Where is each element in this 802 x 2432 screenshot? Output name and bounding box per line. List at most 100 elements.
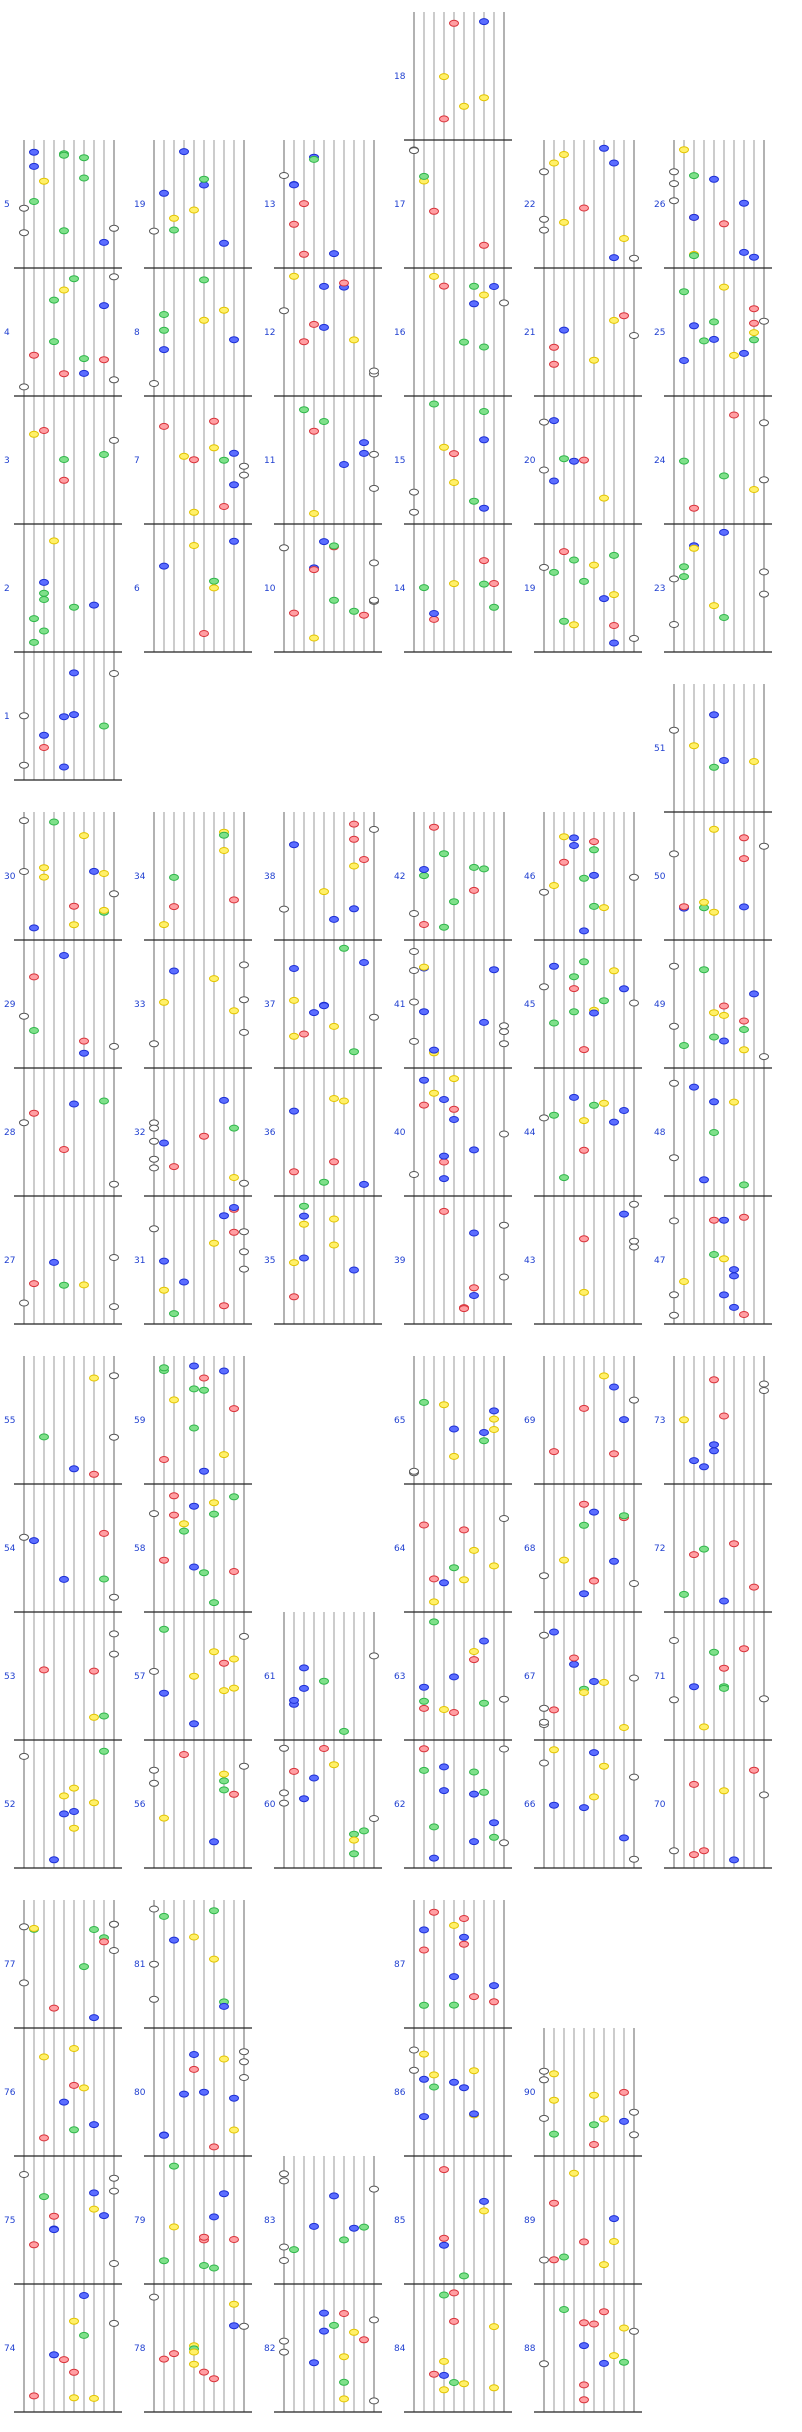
- note-green: [469, 863, 479, 871]
- note-red: [549, 2199, 559, 2207]
- note-white: [109, 1593, 119, 1601]
- measure-83: 83: [264, 2156, 382, 2285]
- note-yellow: [449, 479, 459, 486]
- note-white: [149, 1510, 159, 1518]
- note-red: [209, 417, 219, 425]
- note-yellow: [319, 888, 329, 896]
- note-blue: [719, 1216, 729, 1224]
- measure-number: 41: [394, 1000, 405, 1010]
- note-blue: [179, 1278, 189, 1286]
- note-green: [459, 338, 469, 346]
- note-white: [759, 317, 769, 325]
- measure-number: 79: [134, 2216, 146, 2226]
- note-blue: [349, 905, 359, 913]
- note-red: [159, 1556, 169, 1564]
- note-blue: [419, 2075, 429, 2083]
- note-green: [689, 252, 699, 260]
- note-green: [549, 1111, 559, 1119]
- note-red: [449, 1709, 459, 1716]
- note-green: [189, 1385, 199, 1393]
- note-red: [39, 744, 49, 751]
- note-green: [289, 2246, 299, 2254]
- note-yellow: [489, 2323, 499, 2331]
- measure-number: 57: [134, 1672, 145, 1682]
- measure-44: 44: [524, 1068, 642, 1197]
- note-green: [479, 580, 489, 588]
- note-yellow: [179, 452, 189, 460]
- note-white: [279, 1789, 289, 1797]
- note-green: [169, 2162, 179, 2170]
- note-blue: [419, 1926, 429, 1934]
- note-green: [679, 457, 689, 465]
- note-green: [169, 873, 179, 881]
- measure-21: 21: [524, 268, 642, 397]
- note-red: [689, 1551, 699, 1559]
- note-blue: [449, 2078, 459, 2086]
- note-blue: [189, 1563, 199, 1571]
- note-blue: [609, 1557, 619, 1565]
- note-white: [19, 1299, 29, 1307]
- note-red: [209, 2143, 219, 2151]
- note-white: [279, 2243, 289, 2251]
- measure-81: 81: [134, 1900, 252, 2029]
- measure-3: 3: [4, 396, 122, 525]
- measure-4: 4: [4, 268, 122, 397]
- note-white: [629, 254, 639, 262]
- note-white: [239, 2058, 249, 2066]
- note-blue: [489, 1407, 499, 1415]
- note-yellow: [679, 1278, 689, 1285]
- note-white: [539, 1114, 549, 1122]
- note-blue: [689, 1683, 699, 1691]
- measure-87: 87: [394, 1900, 512, 2029]
- note-white: [369, 1652, 379, 1660]
- note-yellow: [69, 1784, 79, 1792]
- note-green: [559, 1174, 569, 1182]
- note-green: [59, 151, 69, 159]
- note-blue: [69, 669, 79, 677]
- note-blue: [229, 481, 239, 489]
- note-blue: [199, 181, 209, 189]
- note-red: [549, 343, 559, 351]
- note-red: [189, 2065, 199, 2073]
- measure-number: 10: [264, 584, 276, 594]
- note-green: [169, 226, 179, 234]
- measure-number: 19: [524, 584, 536, 594]
- measure-90: 90: [524, 2028, 642, 2157]
- note-green: [329, 542, 339, 550]
- measure-70: 70: [654, 1740, 772, 1869]
- note-green: [719, 472, 729, 480]
- note-blue: [29, 148, 39, 156]
- note-blue: [89, 601, 99, 609]
- note-blue: [489, 283, 499, 290]
- note-blue: [709, 335, 719, 343]
- note-white: [19, 712, 29, 720]
- note-red: [549, 1706, 559, 1714]
- note-white: [109, 890, 119, 898]
- note-blue: [349, 1266, 359, 1274]
- note-yellow: [609, 2352, 619, 2360]
- note-blue: [729, 1856, 739, 1864]
- note-red: [489, 580, 499, 587]
- note-green: [319, 418, 329, 425]
- note-red: [609, 1450, 619, 1458]
- measure-number: 70: [654, 1800, 666, 1810]
- measure-35: 35: [264, 1196, 382, 1325]
- note-blue: [39, 578, 49, 586]
- note-white: [409, 1171, 419, 1178]
- note-red: [219, 1659, 229, 1667]
- note-green: [89, 1926, 99, 1933]
- note-green: [439, 923, 449, 931]
- note-green: [339, 2378, 349, 2386]
- measure-number: 62: [394, 1800, 405, 1810]
- note-white: [109, 1650, 119, 1658]
- note-blue: [689, 213, 699, 221]
- note-red: [229, 1405, 239, 1413]
- note-red: [579, 456, 589, 464]
- note-blue: [599, 595, 609, 603]
- note-yellow: [219, 1451, 229, 1459]
- note-red: [689, 1851, 699, 1859]
- note-blue: [159, 2131, 169, 2139]
- note-green: [159, 2257, 169, 2265]
- measure-80: 80: [134, 2028, 252, 2157]
- note-blue: [549, 1801, 559, 1809]
